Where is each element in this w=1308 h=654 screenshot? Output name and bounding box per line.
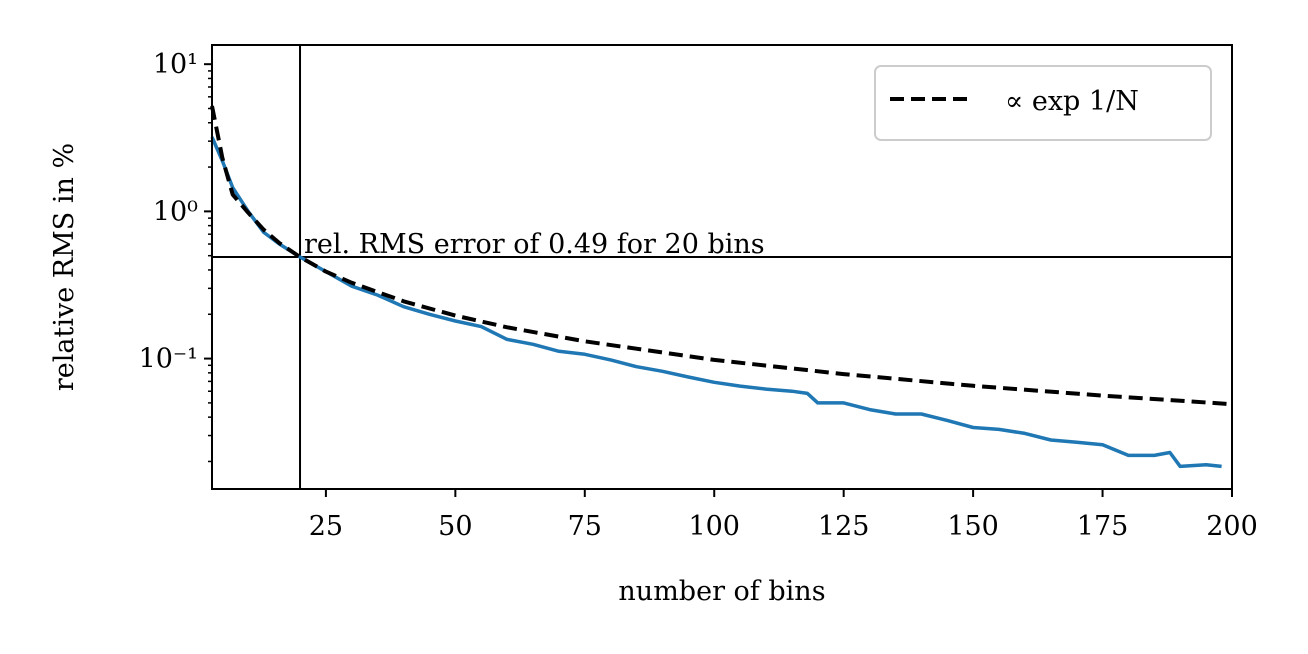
y-tick-label: 10¹	[153, 49, 198, 80]
plot-area	[210, 45, 1233, 489]
y-tick-label: 10⁻¹	[139, 344, 198, 375]
x-tick-label: 175	[1077, 511, 1129, 542]
plot-frame	[211, 44, 1233, 490]
reference-annotation: rel. RMS error of 0.49 for 20 bins	[304, 229, 765, 260]
x-axis-label: number of bins	[618, 576, 825, 607]
x-tick-label: 100	[688, 511, 740, 542]
legend-entry-label: ∝ exp 1/N	[1005, 86, 1139, 117]
fit-curve-line	[210, 105, 1233, 407]
legend-box	[874, 65, 1212, 141]
axis-ticks: 25 50 75 100 125 150 175 200 10⁻¹ 10⁰ 10¹	[139, 49, 1258, 542]
rms-series-line	[210, 136, 1222, 469]
x-tick-label: 125	[818, 511, 870, 542]
x-tick-label: 75	[568, 511, 602, 542]
x-tick-label: 150	[947, 511, 999, 542]
x-tick-label: 50	[438, 511, 472, 542]
x-tick-label: 200	[1206, 511, 1258, 542]
y-tick-label: 10⁰	[153, 196, 198, 227]
y-axis-label: relative RMS in %	[49, 143, 80, 391]
x-tick-label: 25	[309, 511, 343, 542]
legend: ∝ exp 1/N	[874, 65, 1212, 141]
